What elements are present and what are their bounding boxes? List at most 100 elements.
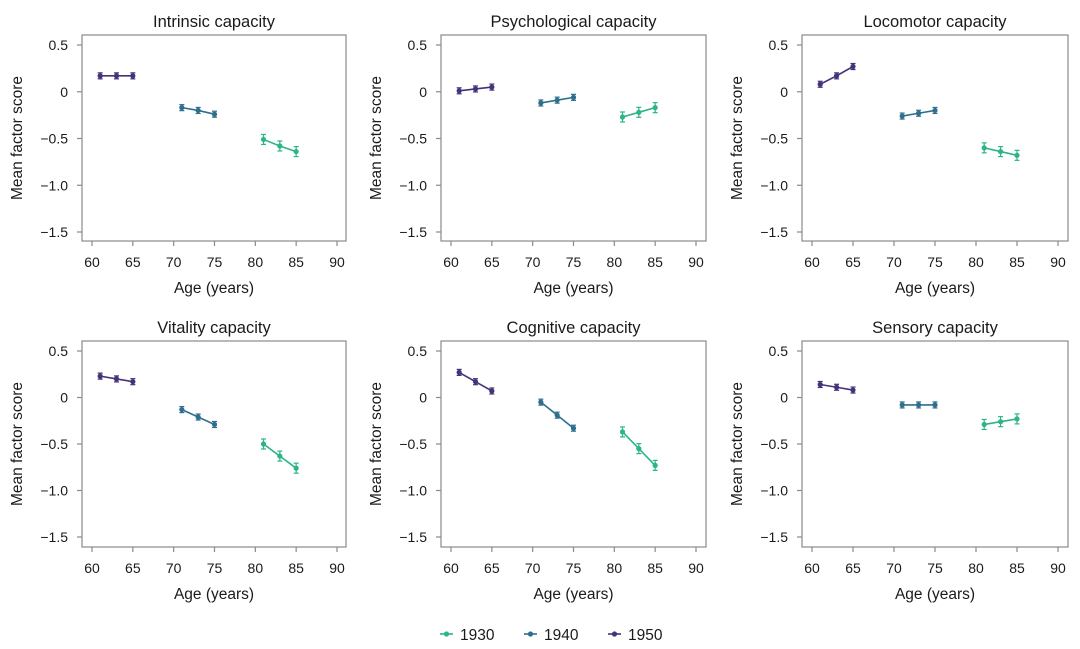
series-1930 [260, 133, 299, 158]
data-point [899, 402, 905, 408]
data-point [899, 113, 905, 119]
x-axis-label: Age (years) [533, 586, 613, 603]
x-tick-label: 80 [607, 560, 623, 576]
legend-label: 1940 [544, 627, 579, 644]
panel-cognitive-capacity: Cognitive capacity 0.5 0 −0.5 −1.0 −1.5 60 65 70… [368, 319, 707, 603]
panels: Intrinsic capacity 0.5 0 −0.5 −1.0 −1.5 60 65 70… [9, 13, 1069, 603]
data-point [570, 425, 577, 431]
y-tick-label: −1.5 [40, 529, 68, 545]
series-1950 [817, 62, 856, 88]
y-tick-label: 0 [60, 390, 68, 406]
y-tick-label: −0.5 [40, 436, 68, 452]
series-1950 [97, 72, 136, 80]
data-point [472, 379, 479, 385]
data-point [981, 421, 987, 428]
data-point [1014, 152, 1020, 158]
y-tick-label: −0.5 [399, 436, 427, 452]
y-tick-label: −0.5 [760, 131, 788, 147]
data-point [277, 453, 283, 459]
x-tick-label: 90 [688, 560, 704, 576]
data-point [472, 86, 479, 92]
y-tick-label: 0.5 [408, 37, 428, 53]
plot-frame [81, 34, 347, 242]
x-tick-label: 60 [84, 560, 100, 576]
x-axis-label: Age (years) [895, 280, 975, 297]
panel-title: Cognitive capacity [507, 319, 642, 337]
x-tick-label: 70 [525, 560, 541, 576]
data-point [834, 384, 840, 390]
panel-vitality-capacity: Vitality capacity 0.5 0 −0.5 −1.0 −1.5 60 65 70 7… [9, 319, 347, 603]
data-point [456, 369, 462, 375]
y-tick-label: 0.5 [49, 37, 69, 53]
x-tick-label: 75 [207, 560, 223, 576]
x-tick-label: 70 [525, 254, 541, 270]
x-tick-label: 70 [886, 254, 902, 270]
y-tick-label: −1.0 [399, 483, 427, 499]
legend: 1930 1940 1950 [440, 627, 663, 644]
x-tick-label: 80 [968, 560, 984, 576]
x-tick-label: 65 [484, 560, 500, 576]
data-point [998, 148, 1004, 155]
data-point [538, 399, 544, 405]
y-tick-label: −1.0 [760, 483, 788, 499]
data-point [260, 441, 267, 447]
data-point [113, 376, 120, 382]
data-point [554, 97, 560, 103]
data-point [850, 63, 856, 70]
data-point [293, 465, 299, 471]
series-1950 [97, 372, 136, 386]
y-tick-label: 0.5 [49, 343, 69, 359]
data-point [619, 429, 626, 435]
plot-frame [440, 340, 707, 548]
plot-frame [440, 34, 707, 242]
x-tick-label: 90 [329, 254, 345, 270]
data-point [456, 88, 462, 94]
x-tick-label: 75 [207, 254, 223, 270]
data-point [850, 387, 856, 393]
x-tick-label: 75 [566, 560, 582, 576]
panel-title: Sensory capacity [872, 319, 998, 337]
x-tick-label: 85 [647, 560, 663, 576]
y-tick-label: −1.5 [760, 529, 788, 545]
y-tick-label: −1.0 [40, 177, 68, 193]
y-tick-label: −1.5 [399, 529, 427, 545]
x-tick-label: 85 [647, 254, 663, 270]
y-tick-label: 0 [419, 390, 427, 406]
series-1930 [619, 102, 658, 123]
data-point [570, 94, 577, 100]
data-point [97, 373, 103, 379]
panel-sensory-capacity: Sensory capacity 0.5 0 −0.5 −1.0 −1.5 60 65 70 75… [729, 319, 1069, 603]
data-point [554, 412, 560, 418]
data-point [489, 84, 495, 90]
series-1940 [538, 398, 577, 432]
x-tick-label: 90 [329, 560, 345, 576]
data-point [817, 81, 823, 87]
panel-psychological-capacity: Psychological capacity 0.5 0 −0.5 −1.0 −1.5 60… [368, 13, 707, 297]
data-point [932, 107, 938, 114]
x-tick-label: 80 [968, 254, 984, 270]
panel-title: Vitality capacity [157, 319, 271, 337]
y-tick-label: 0 [780, 390, 788, 406]
y-tick-label: −1.5 [760, 224, 788, 240]
data-point [179, 406, 185, 413]
y-tick-label: 0 [419, 84, 427, 100]
legend-item-1940: 1940 [524, 627, 579, 644]
x-axis-label: Age (years) [174, 280, 254, 297]
x-tick-label: 65 [845, 254, 861, 270]
y-tick-label: −1.0 [399, 177, 427, 193]
data-point [981, 145, 987, 151]
x-tick-label: 85 [288, 560, 304, 576]
data-point [195, 107, 201, 114]
data-point [538, 100, 544, 106]
data-point [97, 73, 103, 79]
y-axis-label: Mean factor score [729, 76, 746, 200]
data-point [932, 402, 938, 408]
x-tick-label: 65 [125, 560, 141, 576]
x-tick-label: 85 [1009, 560, 1025, 576]
series-1930 [619, 426, 658, 471]
series-1930 [981, 142, 1020, 161]
data-point [916, 110, 922, 116]
y-tick-label: 0.5 [769, 343, 789, 359]
x-tick-label: 85 [1009, 254, 1025, 270]
x-tick-label: 65 [484, 254, 500, 270]
